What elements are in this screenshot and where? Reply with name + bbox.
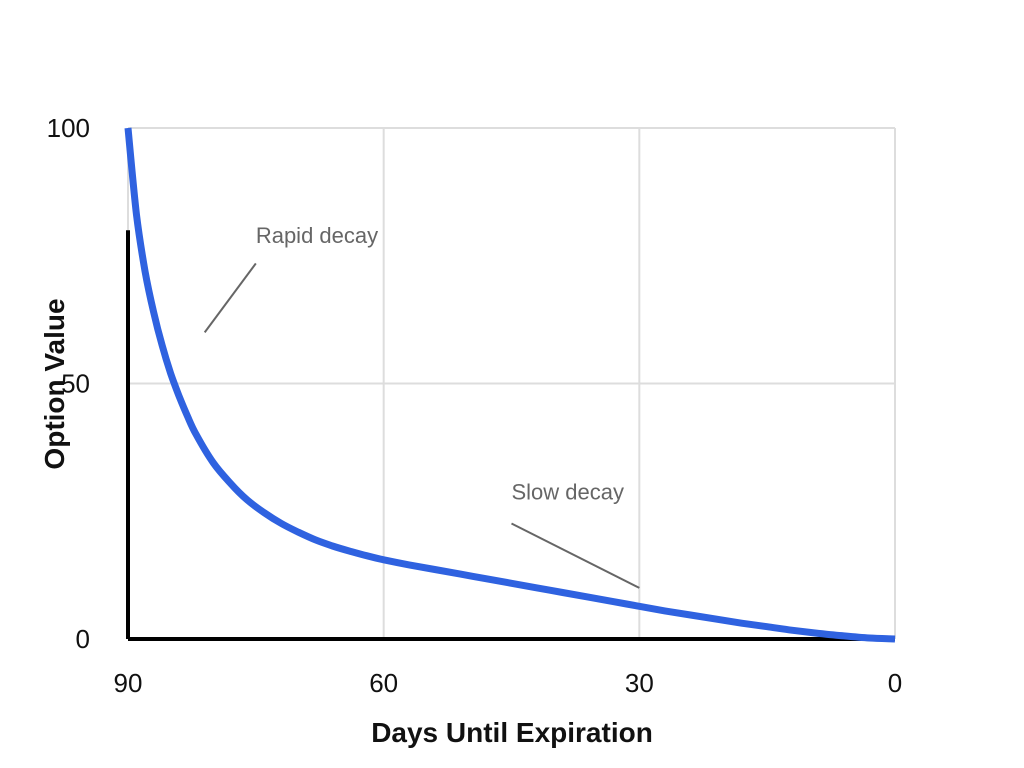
axes — [126, 230, 895, 641]
annotation-pointer — [203, 262, 257, 333]
series-layer — [124, 127, 896, 643]
tick-labels: 90 60 30 0 0 50 100 — [47, 113, 903, 698]
x-tick-label: 90 — [114, 668, 143, 698]
y-axis-title: Option Value — [39, 298, 70, 469]
x-axis-title: Days Until Expiration — [371, 717, 653, 748]
grid — [127, 127, 896, 640]
x-tick-label: 60 — [369, 668, 398, 698]
y-tick-label: 0 — [76, 624, 90, 654]
annotation-pointer — [511, 522, 640, 589]
y-tick-label: 100 — [47, 113, 90, 143]
y-tick-label: 50 — [61, 369, 90, 399]
series-line — [124, 127, 896, 643]
x-tick-label: 30 — [625, 668, 654, 698]
annotations: Rapid decay Slow decay — [203, 223, 640, 589]
annotation-label: Slow decay — [512, 479, 625, 504]
annotation-label: Rapid decay — [256, 223, 378, 248]
x-tick-label: 0 — [888, 668, 902, 698]
